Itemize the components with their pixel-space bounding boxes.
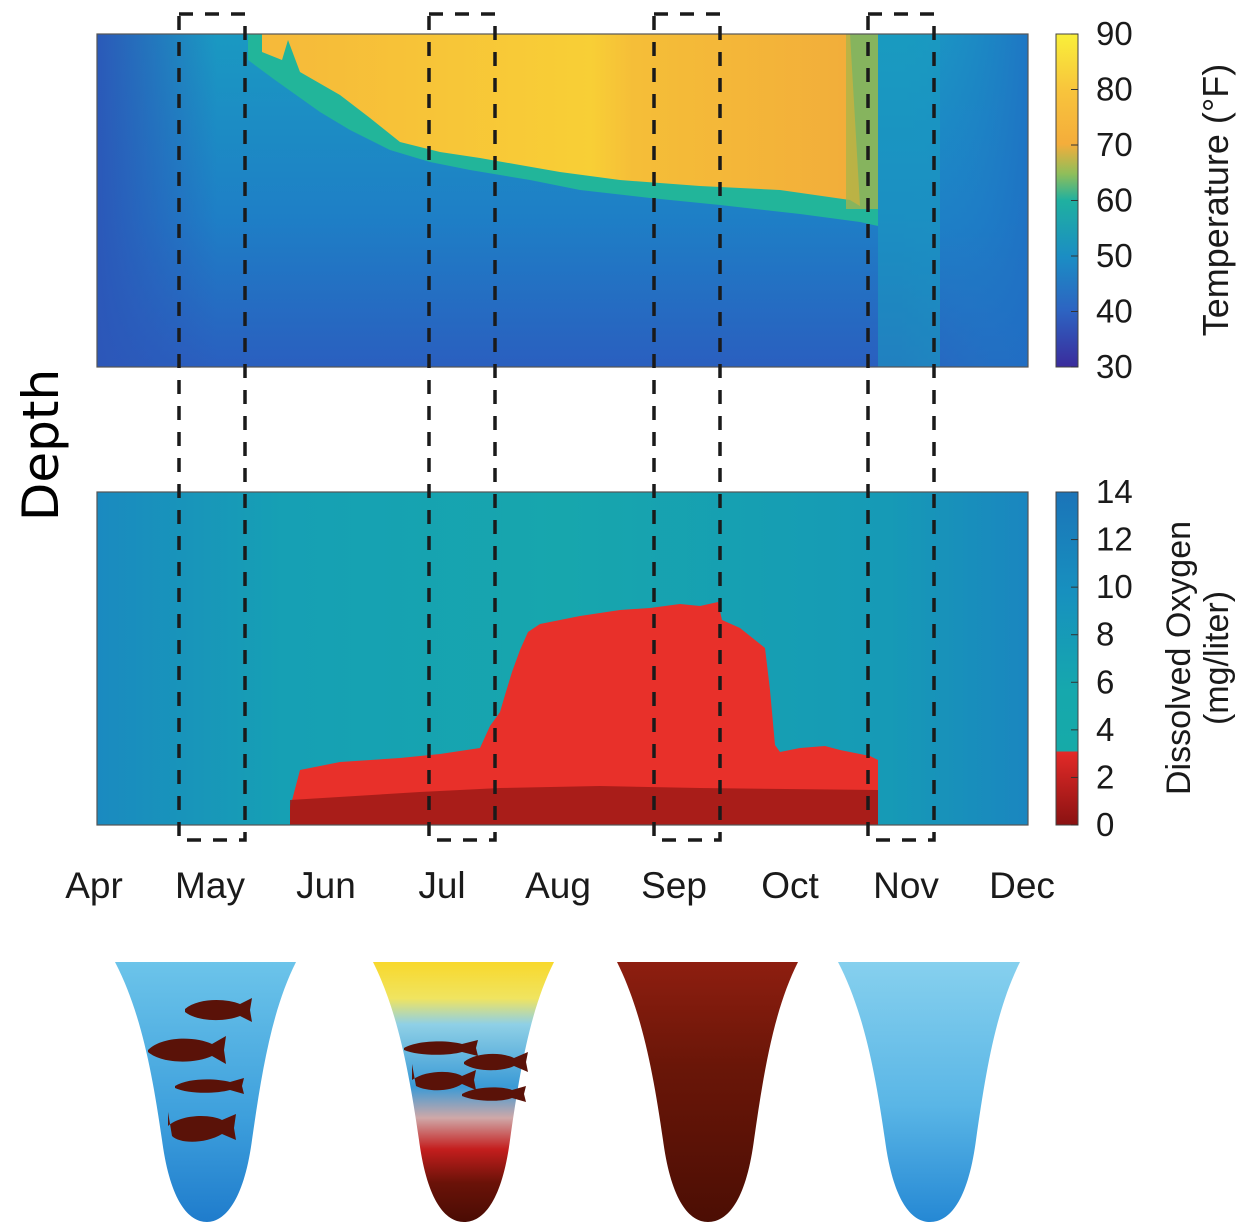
month-label-jul: Jul xyxy=(418,865,465,906)
oxygen-panel-frame xyxy=(96,491,1029,826)
temperature-panel xyxy=(96,33,1029,368)
oxygen-colorbar-tick-label: 6 xyxy=(1096,663,1114,700)
temperature-colorbar-tick-label: 80 xyxy=(1096,71,1133,108)
fish-icon xyxy=(464,1052,528,1072)
month-axis: Apr May Jun Jul Aug Sep Oct Nov Dec xyxy=(65,865,1055,906)
highlight-window-may xyxy=(177,12,247,842)
oxygen-colorbar-tick-label: 0 xyxy=(1096,806,1114,843)
month-label-aug: Aug xyxy=(525,865,591,906)
oxygen-colorbar-tick-label: 14 xyxy=(1096,473,1133,510)
highlight-windows xyxy=(177,12,936,842)
oxygen-colorbar-tick-label: 12 xyxy=(1096,521,1133,558)
lake-diagram-may xyxy=(115,962,296,1222)
temperature-spring-cold-band xyxy=(97,34,217,367)
temperature-colorbar-tick-label: 90 xyxy=(1096,15,1133,52)
month-label-nov: Nov xyxy=(873,865,939,906)
oxygen-low-zone xyxy=(290,602,878,825)
fish-icon xyxy=(404,1040,478,1056)
month-label-dec: Dec xyxy=(989,865,1055,906)
oxygen-colorbar-tick-label: 10 xyxy=(1096,568,1133,605)
fish-icon xyxy=(175,1078,244,1094)
temperature-colorbar-tick-label: 40 xyxy=(1096,293,1133,330)
temperature-colorbar-tick-label: 50 xyxy=(1096,237,1133,274)
oxygen-colorbar-tick-label: 2 xyxy=(1096,758,1114,795)
highlight-window-jul xyxy=(427,12,497,842)
lake-diagrams xyxy=(115,962,1020,1222)
lake-basin-nov xyxy=(838,962,1020,1222)
temperature-colorbar: 90 80 70 60 50 40 30 Temperature (°F) xyxy=(1055,15,1236,385)
temperature-colorbar-tick-label: 30 xyxy=(1096,348,1133,385)
temperature-panel-frame xyxy=(96,33,1029,368)
lake-diagram-jul xyxy=(373,962,554,1222)
depth-axis-label: Depth xyxy=(12,369,70,521)
fish-icon xyxy=(412,1064,476,1091)
oxygen-colorbar: 14 12 10 8 6 4 2 0 Dissolved Oxygen(mg/liter) xyxy=(1055,473,1236,843)
oxygen-colorbar-tick-label: 8 xyxy=(1096,616,1114,653)
temperature-colorbar-tick-label: 60 xyxy=(1096,182,1133,219)
temperature-warm-layer xyxy=(262,34,860,206)
highlight-window-sep xyxy=(652,12,722,842)
month-label-sep: Sep xyxy=(641,865,707,906)
lake-basin-jul xyxy=(373,962,554,1222)
oxygen-panel xyxy=(96,491,1029,826)
oxygen-colorbar-label-line: (mg/liter) xyxy=(1198,591,1236,725)
temperature-fall-mixing-edge xyxy=(846,34,878,209)
lake-basin-sep xyxy=(617,962,798,1222)
fish-icon xyxy=(148,1036,226,1064)
month-label-may: May xyxy=(175,865,245,906)
temperature-colorbar-tick-label: 70 xyxy=(1096,126,1133,163)
temperature-fall-teal-column xyxy=(878,34,940,367)
oxygen-anoxic-bottom xyxy=(290,786,878,825)
month-label-oct: Oct xyxy=(761,865,819,906)
fish-icon xyxy=(185,998,252,1022)
fish-group-jul xyxy=(404,1040,528,1102)
oxygen-colorbar-gradient xyxy=(1055,491,1079,826)
oxygen-colorbar-label: Dissolved Oxygen(mg/liter) xyxy=(1160,521,1236,795)
oxygen-colorbar-tick-label: 4 xyxy=(1096,711,1114,748)
fish-icon xyxy=(462,1086,526,1102)
month-label-jun: Jun xyxy=(296,865,356,906)
oxygen-colorbar-label-line: Dissolved Oxygen xyxy=(1160,521,1198,795)
fish-icon xyxy=(168,1112,236,1142)
highlight-window-nov xyxy=(866,12,936,842)
fish-group-may xyxy=(148,998,252,1142)
temperature-colorbar-label: Temperature (°F) xyxy=(1195,64,1236,336)
month-label-apr: Apr xyxy=(65,865,123,906)
